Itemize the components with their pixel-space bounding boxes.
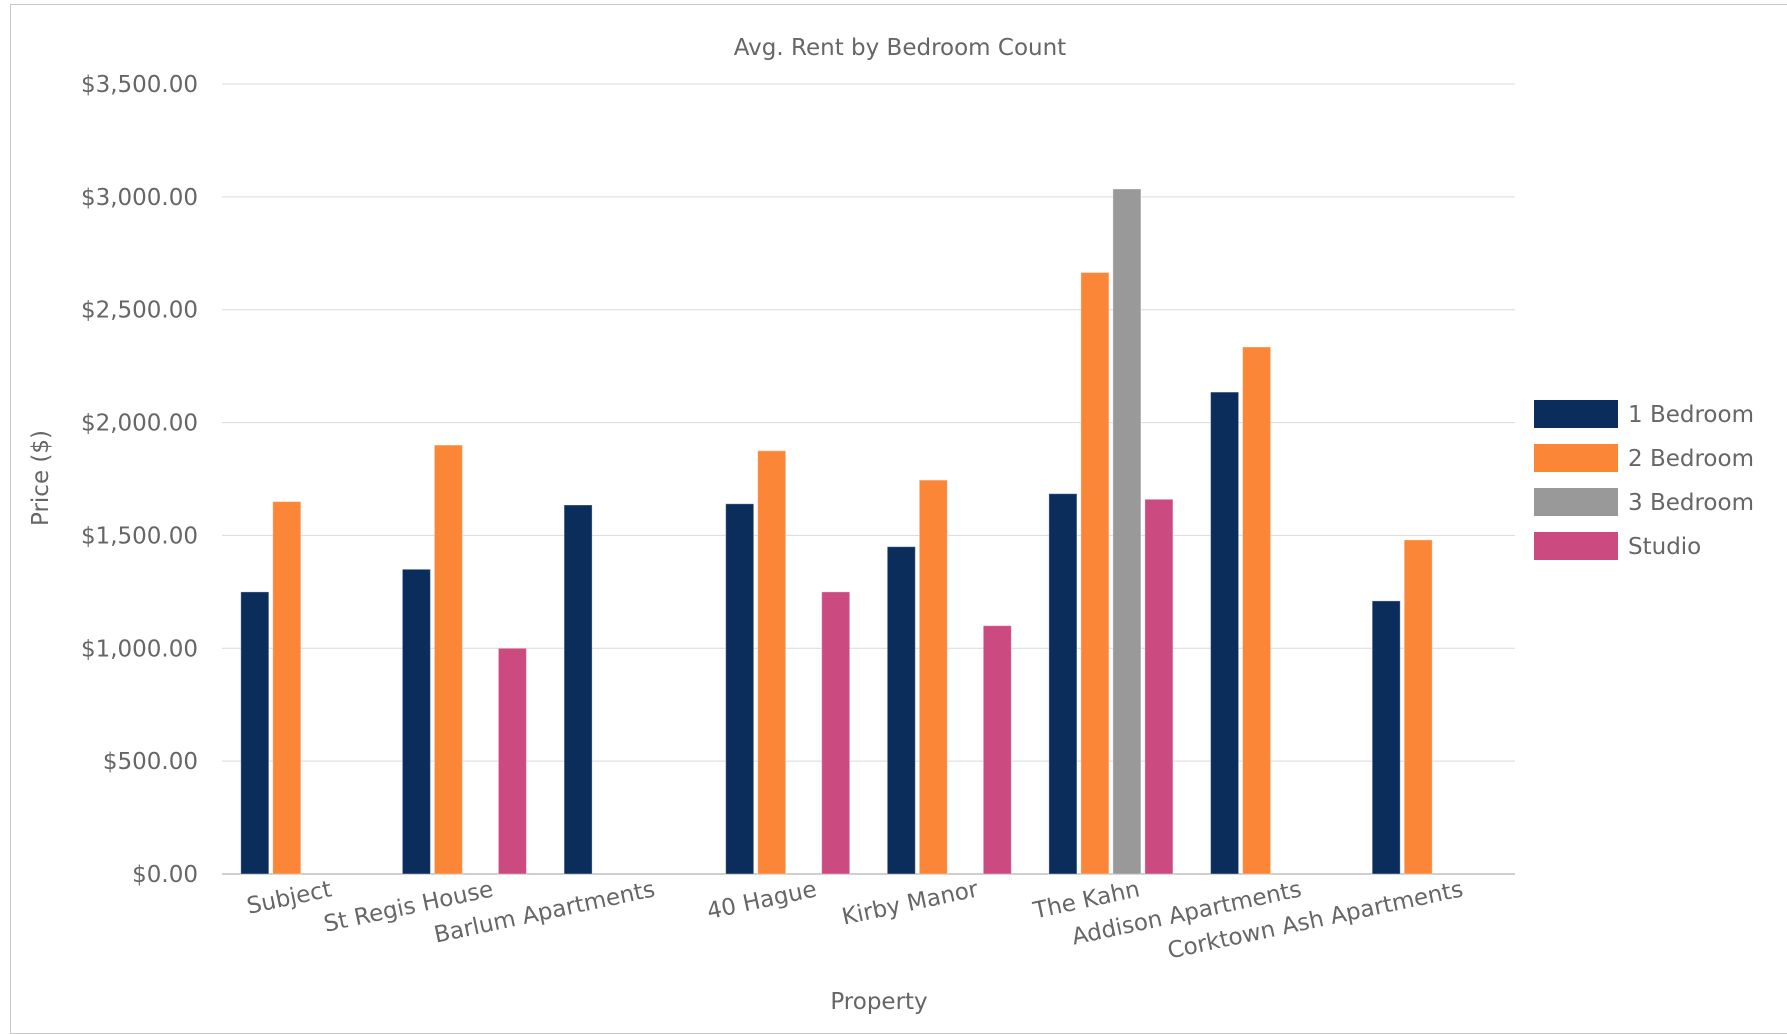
legend: 1 Bedroom 2 Bedroom 3 Bedroom Studio [1534, 400, 1754, 560]
bar-2-bedroom [1242, 346, 1272, 875]
bar-studio [982, 625, 1012, 875]
bar-2-bedroom [433, 444, 463, 875]
bar-3-bedroom [1112, 188, 1142, 875]
y-tick-label: $0.00 [132, 862, 198, 888]
bar-1-bedroom [886, 546, 916, 875]
bar-2-bedroom [272, 501, 302, 875]
y-axis-ticks: $0.00 $500.00 $1,000.00 $1,500.00 $2,000.00 $… [81, 72, 198, 888]
x-tick-label: Kirby Manor [840, 876, 981, 930]
legend-label: Studio [1628, 534, 1701, 560]
bar-studio [497, 647, 527, 875]
legend-label: 3 Bedroom [1628, 490, 1754, 516]
bar-2-bedroom [757, 450, 787, 875]
y-tick-label: $2,500.00 [81, 298, 198, 324]
y-tick-label: $2,000.00 [81, 411, 198, 437]
bars [240, 188, 1433, 875]
bar-1-bedroom [563, 504, 593, 875]
y-tick-label: $1,500.00 [81, 523, 198, 549]
y-tick-label: $3,000.00 [81, 185, 198, 211]
bar-1-bedroom [1371, 600, 1401, 875]
y-tick-label: $1,000.00 [81, 636, 198, 662]
bar-1-bedroom [240, 591, 270, 875]
legend-swatch [1534, 400, 1618, 428]
bar-2-bedroom [1080, 272, 1110, 875]
bar-1-bedroom [401, 568, 431, 875]
legend-label: 2 Bedroom [1628, 446, 1754, 472]
x-axis-label: Property [830, 989, 927, 1015]
chart-title: Avg. Rent by Bedroom Count [734, 35, 1066, 61]
bar-1-bedroom [1210, 391, 1240, 875]
bar-studio [1144, 498, 1174, 875]
y-tick-label: $500.00 [103, 749, 198, 775]
bar-2-bedroom [918, 479, 948, 875]
legend-label: 1 Bedroom [1628, 402, 1754, 428]
y-tick-label: $3,500.00 [81, 72, 198, 98]
bar-1-bedroom [1048, 493, 1078, 875]
legend-swatch [1534, 444, 1618, 472]
x-tick-label: Subject [245, 876, 335, 919]
y-axis-label: Price ($) [28, 430, 54, 526]
bar-studio [821, 591, 851, 875]
x-tick-label: 40 Hague [705, 876, 819, 925]
legend-swatch [1534, 532, 1618, 560]
bar-2-bedroom [1403, 539, 1433, 875]
legend-swatch [1534, 488, 1618, 516]
bar-1-bedroom [725, 503, 755, 875]
